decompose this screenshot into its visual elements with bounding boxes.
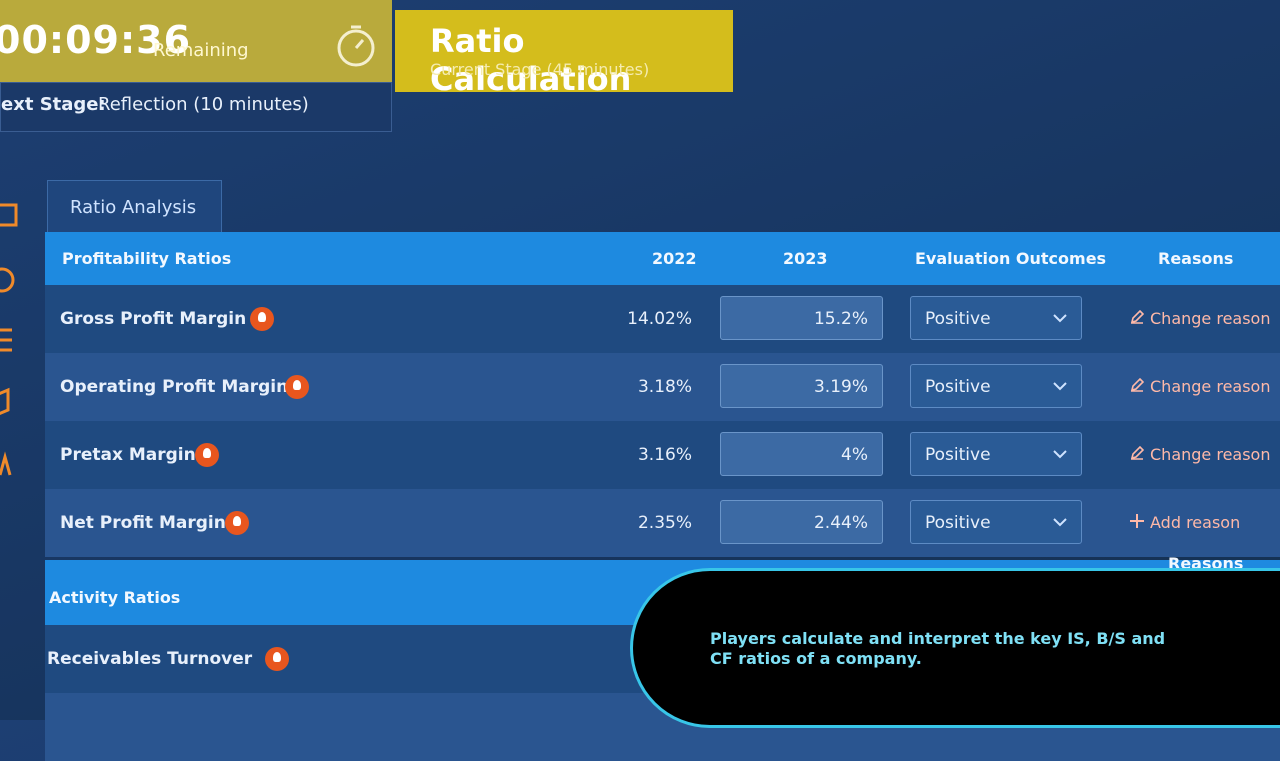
value-2022: 14.02% [627, 309, 692, 329]
table-row: Gross Profit Margin 14.02% 15.2% Positive Ch… [45, 285, 1280, 353]
hint-icon[interactable] [195, 443, 219, 467]
ratio-name: Operating Profit Margin [60, 377, 289, 397]
outcome-dropdown[interactable]: Positive [910, 432, 1082, 476]
caption: Players calculate and interpret the key … [710, 629, 1166, 668]
reason-text: Change reason [1150, 377, 1271, 396]
chevron [1053, 450, 1067, 459]
ratio-name: Receivables Turnover [47, 649, 253, 669]
timer-time: 00:09:36 [0, 18, 192, 62]
hint-icon[interactable] [250, 307, 274, 331]
next-stage: ext Stage: Reflection (10 minutes) [0, 82, 392, 132]
value-2023: 3.19% [813, 377, 868, 397]
value-2022: 3.18% [637, 377, 692, 397]
value-2023: 15.2% [813, 309, 868, 329]
stage-title: Ratio Calculation [430, 22, 632, 98]
input-2023[interactable]: 4% [720, 432, 883, 476]
outcome-value: Positive [925, 445, 991, 465]
section-header: Profitability Ratios 2022 2023 Evaluatio… [45, 232, 1280, 285]
timer-box: 00:09:36 Remaining [0, 0, 392, 82]
reason-button[interactable]: Change reason [1130, 309, 1270, 328]
outcome-dropdown[interactable]: Positive [910, 296, 1082, 340]
outcome-value: Positive [925, 309, 991, 329]
reason-text: Change reason [1150, 309, 1271, 328]
value-2023: 4% [841, 445, 868, 465]
timer-label: Remaining [153, 40, 249, 61]
tab[interactable]: Ratio Analysis [47, 180, 222, 233]
chevron [1053, 518, 1067, 527]
reason-text: Change reason [1150, 445, 1271, 464]
value-2022: 2.35% [637, 513, 692, 533]
chevron [1053, 314, 1067, 323]
reason-button[interactable]: Change reason [1130, 377, 1270, 396]
pencil-icon [1130, 377, 1145, 392]
reason-text: Add reason [1150, 513, 1241, 532]
input-2023[interactable]: 15.2% [720, 296, 883, 340]
sidebar-icons [0, 203, 18, 476]
value-2023: 2.44% [813, 513, 868, 533]
table-row: Operating Profit Margin 3.18% 3.19% Positiv… [45, 353, 1280, 421]
pencil-icon [1130, 309, 1145, 324]
outcome-dropdown[interactable]: Positive [910, 500, 1082, 544]
ratio-name: Gross Profit Margin [60, 309, 247, 329]
column-header: 2022 [652, 249, 697, 268]
ratio-name: Net Profit Margin [60, 513, 226, 533]
chevron [1053, 382, 1067, 391]
input-2023[interactable]: 2.44% [720, 500, 883, 544]
hint-icon[interactable] [285, 375, 309, 399]
stage-subtitle: Current Stage (45 minutes) [430, 60, 650, 79]
reason-button[interactable]: Add reason [1130, 513, 1240, 532]
pencil-icon [1130, 445, 1145, 460]
value-2022: 3.16% [637, 445, 692, 465]
plus-icon [1130, 514, 1144, 528]
next-stage-label: ext Stage: [1, 94, 106, 115]
caption-box: Players calculate and interpret the key … [630, 568, 1280, 728]
section-title: Activity Ratios [49, 588, 181, 607]
outcome-value: Positive [925, 513, 991, 533]
column-header: Reasons [1158, 249, 1234, 268]
section-title: Profitability Ratios [62, 249, 232, 268]
outcome-value: Positive [925, 377, 991, 397]
next-stage-value: Reflection (10 minutes) [98, 94, 309, 115]
input-2023[interactable]: 3.19% [720, 364, 883, 408]
reason-button[interactable]: Change reason [1130, 445, 1270, 464]
column-header: Evaluation Outcomes [915, 249, 1107, 268]
hint-icon[interactable] [265, 647, 289, 671]
outcome-dropdown[interactable]: Positive [910, 364, 1082, 408]
stage-box: Ratio Calculation Current Stage (45 minu… [395, 10, 733, 98]
table-row: Pretax Margin 3.16% 4% Positive Change reaso… [45, 421, 1280, 489]
ratio-name: Pretax Margin [60, 445, 196, 465]
hint-icon[interactable] [225, 511, 249, 535]
column-header: 2023 [783, 249, 828, 268]
table-row: Net Profit Margin 2.35% 2.44% Positive Add r… [45, 489, 1280, 557]
stopwatch-icon [337, 25, 375, 67]
